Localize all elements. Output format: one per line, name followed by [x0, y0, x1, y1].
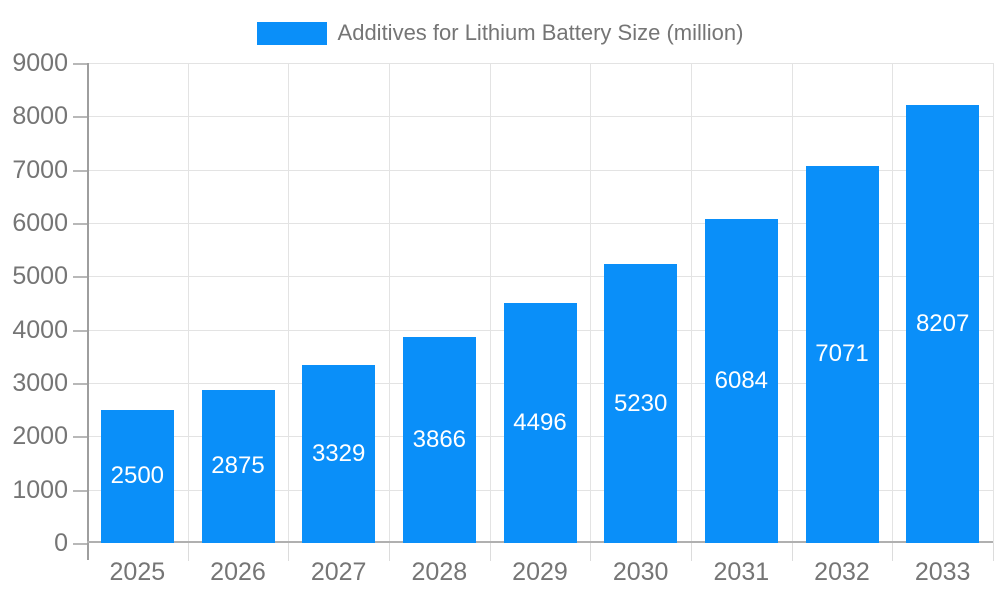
y-tick	[73, 436, 87, 439]
x-tick	[791, 543, 793, 561]
x-tick	[187, 543, 189, 561]
bar-value-label: 2500	[110, 462, 165, 490]
legend: Additives for Lithium Battery Size (mill…	[0, 18, 1000, 48]
legend-swatch	[256, 21, 327, 45]
y-axis-label: 6000	[12, 209, 68, 237]
bar: 5230	[604, 264, 678, 543]
x-axis-label: 2028	[411, 558, 468, 586]
bar-value-label: 8207	[915, 310, 970, 338]
y-axis-label: 1000	[12, 475, 68, 504]
x-axis-label: 2032	[814, 558, 870, 586]
gridline-horizontal	[87, 169, 993, 171]
gridline-vertical	[389, 63, 390, 543]
gridline-vertical	[187, 63, 189, 543]
x-axis-label: 2030	[612, 558, 669, 586]
gridline-vertical	[288, 63, 290, 543]
x-tick	[489, 543, 491, 561]
bar: 6084	[704, 218, 778, 543]
y-tick	[73, 383, 87, 385]
gridline-vertical	[993, 63, 994, 543]
bar: 2875	[201, 389, 275, 543]
bar: 4496	[503, 303, 577, 543]
bar: 8207	[906, 105, 980, 543]
y-axis-label: 8000	[12, 102, 68, 131]
y-axis-label: 5000	[12, 262, 68, 291]
x-tick	[892, 543, 894, 561]
x-tick	[590, 543, 592, 561]
gridline-vertical	[892, 63, 894, 543]
x-axis-label: 2031	[713, 558, 770, 586]
x-tick	[691, 543, 692, 561]
bar-value-label: 2875	[211, 452, 265, 480]
y-tick	[73, 63, 87, 65]
y-axis-label: 2000	[12, 422, 68, 451]
bar-value-label: 4496	[513, 409, 567, 437]
bar-value-label: 3866	[412, 425, 467, 453]
y-axis-label: 3000	[12, 369, 68, 397]
y-tick	[73, 116, 87, 119]
y-tick	[73, 543, 87, 545]
y-tick	[73, 223, 87, 225]
x-tick	[389, 543, 390, 561]
y-tick	[73, 489, 87, 492]
bar-value-label: 6084	[714, 366, 769, 394]
y-axis-label: 9000	[12, 49, 68, 77]
gridline-horizontal	[87, 116, 993, 118]
gridline-horizontal	[87, 223, 993, 224]
y-axis-label: 4000	[12, 315, 68, 344]
bar-value-label: 5230	[613, 389, 668, 417]
y-tick	[73, 276, 87, 279]
x-tick	[993, 543, 994, 561]
x-axis-label: 2033	[914, 558, 971, 586]
x-axis-label: 2027	[310, 558, 367, 586]
y-axis-label: 7000	[12, 155, 68, 184]
y-axis-line	[87, 63, 89, 560]
gridline-vertical	[791, 63, 793, 543]
gridline-vertical	[691, 63, 692, 543]
plot-area: 2500 2875 3329 3866 4496 5230 6084 7071 8207	[87, 63, 994, 560]
y-tick	[73, 329, 87, 332]
gridline-horizontal	[87, 63, 993, 64]
bar-value-label: 3329	[311, 440, 366, 468]
gridline-horizontal	[87, 276, 993, 278]
x-tick	[288, 543, 290, 561]
bar-value-label: 7071	[815, 340, 869, 368]
y-axis-label: 0	[54, 529, 68, 557]
x-axis-label: 2025	[109, 558, 166, 586]
bar: 2500	[100, 409, 174, 543]
y-tick	[73, 169, 87, 172]
gridline-vertical	[590, 63, 592, 543]
bar: 7071	[805, 165, 879, 543]
x-axis-label: 2029	[512, 558, 568, 586]
legend-label: Additives for Lithium Battery Size (mill…	[337, 20, 744, 45]
gridline-vertical	[489, 63, 491, 543]
x-axis-label: 2026	[210, 558, 266, 586]
bar: 3329	[302, 365, 376, 543]
bar: 3866	[402, 336, 476, 543]
